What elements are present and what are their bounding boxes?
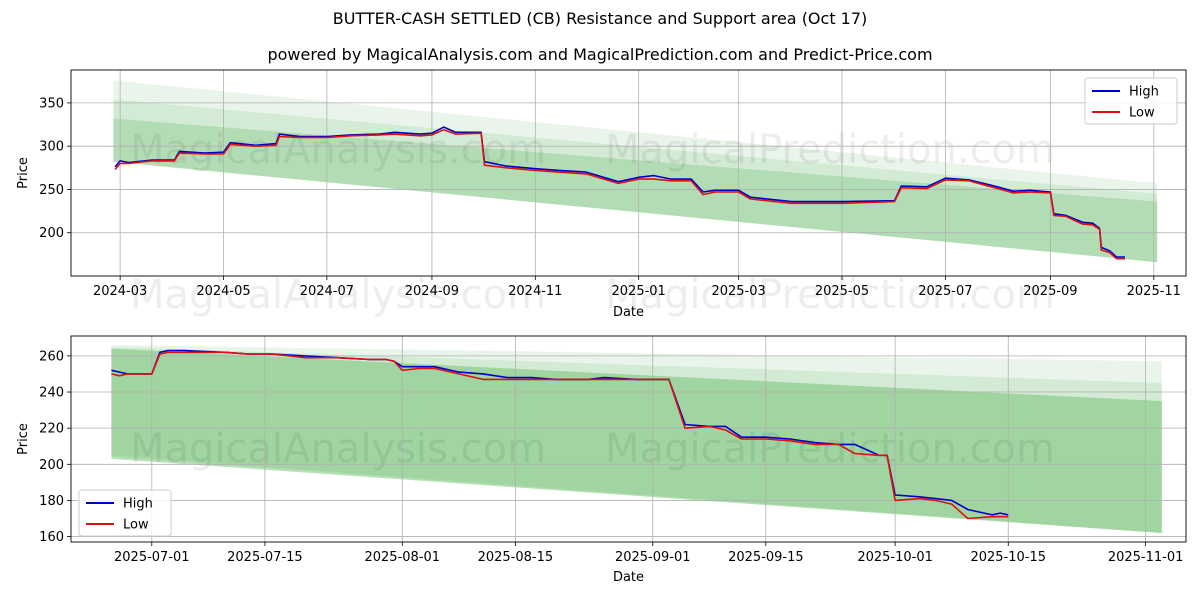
support-resistance-band	[111, 346, 1162, 533]
chart-title: BUTTER-CASH SETTLED (CB) Resistance and …	[332, 9, 868, 28]
y-axis-label: Price	[16, 157, 31, 189]
y-tick-label: 240	[39, 386, 64, 401]
support-resistance-band	[111, 348, 1162, 533]
support-resistance-band	[113, 80, 1158, 263]
watermark-text: MagicalAnalysis.com	[130, 426, 546, 472]
x-tick-label: 2025-09-15	[728, 550, 804, 565]
chart-panel-1: MagicalAnalysis.com MagicalPrediction.com…	[16, 69, 1187, 320]
x-tick-label: 2025-09-01	[615, 550, 691, 565]
x-tick-label: 2025-10-01	[857, 550, 933, 565]
x-tick-label: 2024-05	[196, 284, 250, 299]
y-tick-label: 200	[39, 226, 64, 241]
series-line-low	[114, 128, 1125, 260]
x-tick-label: 2025-11	[1127, 284, 1181, 299]
x-tick-label: 2025-01	[612, 284, 666, 299]
x-tick-label: 2025-07-01	[114, 550, 190, 565]
x-tick-label: 2025-05	[815, 284, 869, 299]
watermark-text: MagicalPrediction.com	[605, 426, 1055, 472]
y-tick-label: 300	[39, 140, 64, 155]
y-tick-label: 160	[39, 530, 64, 545]
y-tick-label: 180	[39, 494, 64, 509]
legend-label-high: High	[123, 497, 153, 512]
legend-label-low: Low	[123, 518, 149, 533]
watermark-text: MagicalPrediction.com	[605, 127, 1055, 173]
chart-panel-2: MagicalAnalysis.com MagicalPrediction.com…	[16, 335, 1187, 585]
series-line-high	[114, 126, 1125, 258]
x-tick-label: 2024-11	[508, 284, 562, 299]
x-tick-label: 2024-07	[300, 284, 354, 299]
y-tick-label: 200	[39, 458, 64, 473]
x-axis-label: Date	[613, 305, 644, 320]
watermark-text: MagicalAnalysis.com	[130, 127, 546, 173]
y-tick-label: 260	[39, 349, 64, 364]
x-tick-label: 2025-09	[1023, 284, 1077, 299]
plot-frame	[70, 335, 1187, 543]
legend-label-low: Low	[1129, 106, 1155, 121]
x-tick-label: 2024-09	[405, 284, 459, 299]
x-tick-label: 2025-10-15	[970, 550, 1046, 565]
x-tick-label: 2025-08-15	[478, 550, 554, 565]
y-tick-label: 350	[39, 96, 64, 111]
watermark-text: MagicalPrediction.com	[605, 272, 1055, 318]
y-tick-label: 220	[39, 422, 64, 437]
support-resistance-band	[113, 118, 1158, 263]
y-tick-label: 250	[39, 183, 64, 198]
series-line-low	[111, 351, 1009, 520]
x-tick-label: 2025-03	[711, 284, 765, 299]
chart-subtitle: powered by MagicalAnalysis.com and Magic…	[267, 45, 933, 64]
y-axis-label: Price	[16, 423, 31, 455]
x-tick-label: 2025-11-01	[1108, 550, 1184, 565]
x-tick-label: 2025-08-01	[364, 550, 440, 565]
watermark-text: MagicalAnalysis.com	[130, 272, 546, 318]
x-tick-label: 2024-03	[93, 284, 147, 299]
legend: High Low	[1084, 77, 1178, 125]
legend-label-high: High	[1129, 85, 1159, 100]
x-tick-label: 2025-07	[918, 284, 972, 299]
legend: High Low	[78, 489, 172, 537]
plot-frame	[70, 69, 1187, 277]
x-tick-label: 2025-07-15	[227, 550, 303, 565]
support-resistance-band	[113, 99, 1158, 263]
x-axis-label: Date	[613, 570, 644, 585]
